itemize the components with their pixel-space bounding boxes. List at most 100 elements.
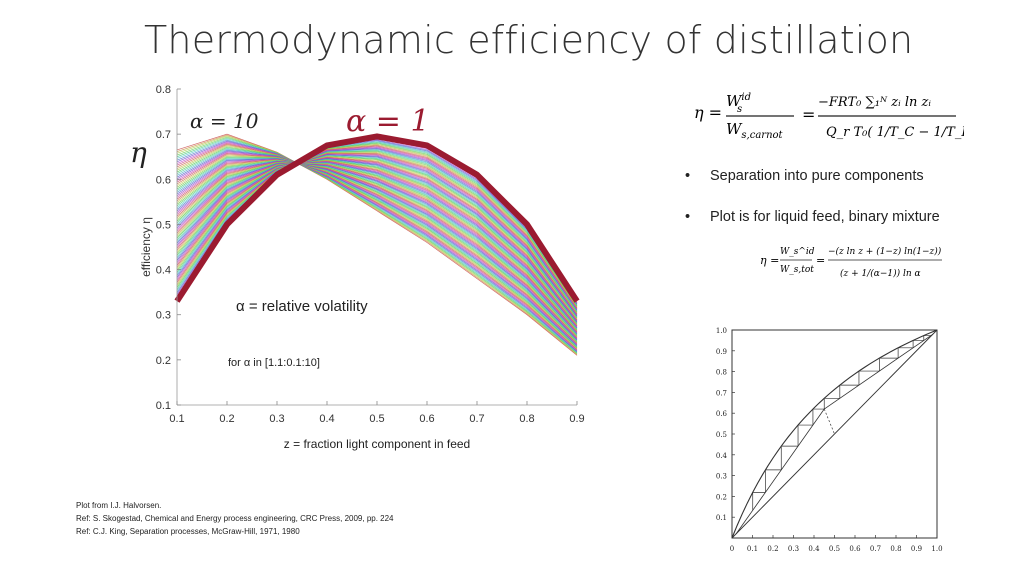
formula2-lhs: η =	[760, 254, 779, 267]
alpha-curve	[176, 155, 578, 319]
mt-stage-step	[812, 408, 825, 426]
y-tick-label: 0.4	[156, 265, 171, 277]
alpha-curve	[176, 143, 578, 307]
alpha-curve	[176, 156, 578, 343]
y-tick-label: 0.7	[156, 129, 171, 141]
x-tick-label: 0.3	[269, 413, 284, 425]
alpha-curve	[176, 159, 578, 326]
y-axis-label: efficiency η	[139, 217, 153, 277]
alpha-curve	[176, 157, 578, 341]
mt-y-tick-label: 0.1	[716, 514, 727, 522]
alpha-curve	[176, 134, 578, 356]
alpha-curve	[176, 136, 578, 354]
y-tick-label: 0.8	[156, 84, 171, 96]
reference-line: Plot from I.J. Halvorsen.	[76, 501, 162, 510]
mt-stage-step	[765, 469, 782, 493]
formula2-num2: −(z ln z + (1−z) ln(1−z))	[828, 246, 942, 257]
y-tick-label: 0.6	[156, 174, 171, 186]
mt-diagonal	[731, 329, 938, 539]
mt-stage-step	[897, 347, 914, 359]
mt-x-tick-label: 0.8	[890, 545, 901, 553]
alpha-curve	[176, 144, 578, 308]
alpha-curve	[176, 142, 578, 351]
alpha-curve	[176, 154, 578, 316]
alpha-curve	[176, 159, 578, 337]
mt-x-tick-label: 0.1	[747, 545, 758, 553]
alpha-curve	[176, 158, 578, 324]
x-tick-label: 0.5	[369, 413, 384, 425]
formula-den1: W	[726, 120, 743, 138]
mt-stage-step	[752, 491, 766, 511]
alpha-curve	[176, 160, 578, 336]
alpha-curve	[176, 147, 578, 348]
alpha-curve	[176, 148, 578, 347]
formula-num2: −FRT₀ ∑₁ᴺ zᵢ ln zᵢ	[818, 95, 931, 110]
mt-stripping-line	[735, 408, 825, 535]
bullet-text: Separation into pure components	[710, 168, 924, 184]
alpha-curve	[176, 161, 578, 333]
alpha-curve	[176, 153, 578, 316]
alpha-curve	[176, 161, 578, 332]
alpha-curve	[176, 151, 578, 346]
formula2-den1: W_s,tot	[780, 265, 814, 275]
mt-x-tick-label: 0.9	[911, 545, 922, 553]
mt-y-tick-label: 0.6	[716, 410, 728, 418]
formula-eq: =	[802, 105, 815, 124]
alpha-curve	[176, 141, 578, 351]
alpha-curve	[176, 154, 578, 318]
alpha-curve	[176, 158, 578, 341]
liquid-feed-formula: η = W_s^id W_s,tot = −(z ln z + (1−z) ln…	[760, 240, 950, 293]
mt-stage-step	[912, 340, 924, 348]
alpha-curve	[176, 147, 578, 310]
alpha-curve	[176, 137, 578, 354]
mccabe-thiele-diagram: 0 0.1 0.2 0.3 0.4 0.5 0.6 0.7 0.8 0.9 1.0 0.1 0.2 0.3…	[716, 327, 943, 553]
alpha-1-label: α = 1	[346, 104, 430, 139]
alpha-curve	[176, 141, 578, 306]
mt-x-tick-label: 0.7	[870, 545, 881, 553]
formula-lhs: η =	[694, 103, 722, 122]
alpha-curve	[176, 148, 578, 311]
mt-stage-step	[858, 370, 880, 386]
formula-num1: W	[726, 92, 743, 110]
efficiency-curves	[174, 133, 580, 356]
mt-x-tick-label: 0.3	[788, 545, 799, 553]
chart-labels: 0.1 0.2 0.3 0.4 0.5 0.6 0.7 0.8 0.9 0.1 0.2 0.3 0.4 0…	[130, 84, 585, 451]
alpha-curve	[176, 150, 578, 346]
alpha-curve	[176, 149, 578, 312]
alpha-curve	[176, 162, 578, 331]
alpha-curve	[176, 157, 578, 342]
x-tick-label: 0.4	[319, 413, 334, 425]
alpha-curve	[176, 139, 578, 352]
efficiency-formula: η = Wid s Ws,carnot = −FRT₀ ∑₁ᴺ zᵢ ln zᵢ …	[694, 84, 982, 158]
mt-x-tick-label: 0.4	[808, 545, 820, 553]
eta-symbol: η	[130, 136, 147, 169]
mt-x-tick-label: 0.6	[849, 545, 861, 553]
alpha-curve	[176, 162, 578, 331]
x-axis-label: z = fraction light component in feed	[284, 437, 470, 451]
alpha-curve	[176, 153, 578, 315]
alpha-curve	[176, 157, 578, 321]
alpha-curve	[176, 158, 578, 323]
alpha-curve	[176, 156, 578, 320]
x-tick-label: 0.2	[219, 413, 234, 425]
alpha-curve	[176, 160, 578, 335]
alpha-curve	[176, 161, 578, 329]
alpha-curve	[176, 145, 578, 309]
alpha-curve	[176, 151, 578, 313]
alpha-curve	[176, 159, 578, 337]
mt-equilibrium-curve	[731, 329, 938, 539]
mt-y-tick-label: 0.8	[716, 369, 727, 377]
mt-y-tick-label: 0.7	[716, 389, 727, 397]
alpha-curve	[176, 158, 578, 340]
alpha-curve	[176, 160, 578, 327]
alpha-curve	[176, 162, 578, 329]
mt-stage-step	[823, 397, 840, 410]
alpha-curve	[176, 158, 578, 339]
alpha-curve	[176, 153, 578, 345]
mt-y-tick-label: 1.0	[716, 327, 727, 335]
alpha-curve	[176, 159, 578, 338]
alpha-curve	[176, 158, 578, 323]
x-tick-label: 0.1	[169, 413, 184, 425]
